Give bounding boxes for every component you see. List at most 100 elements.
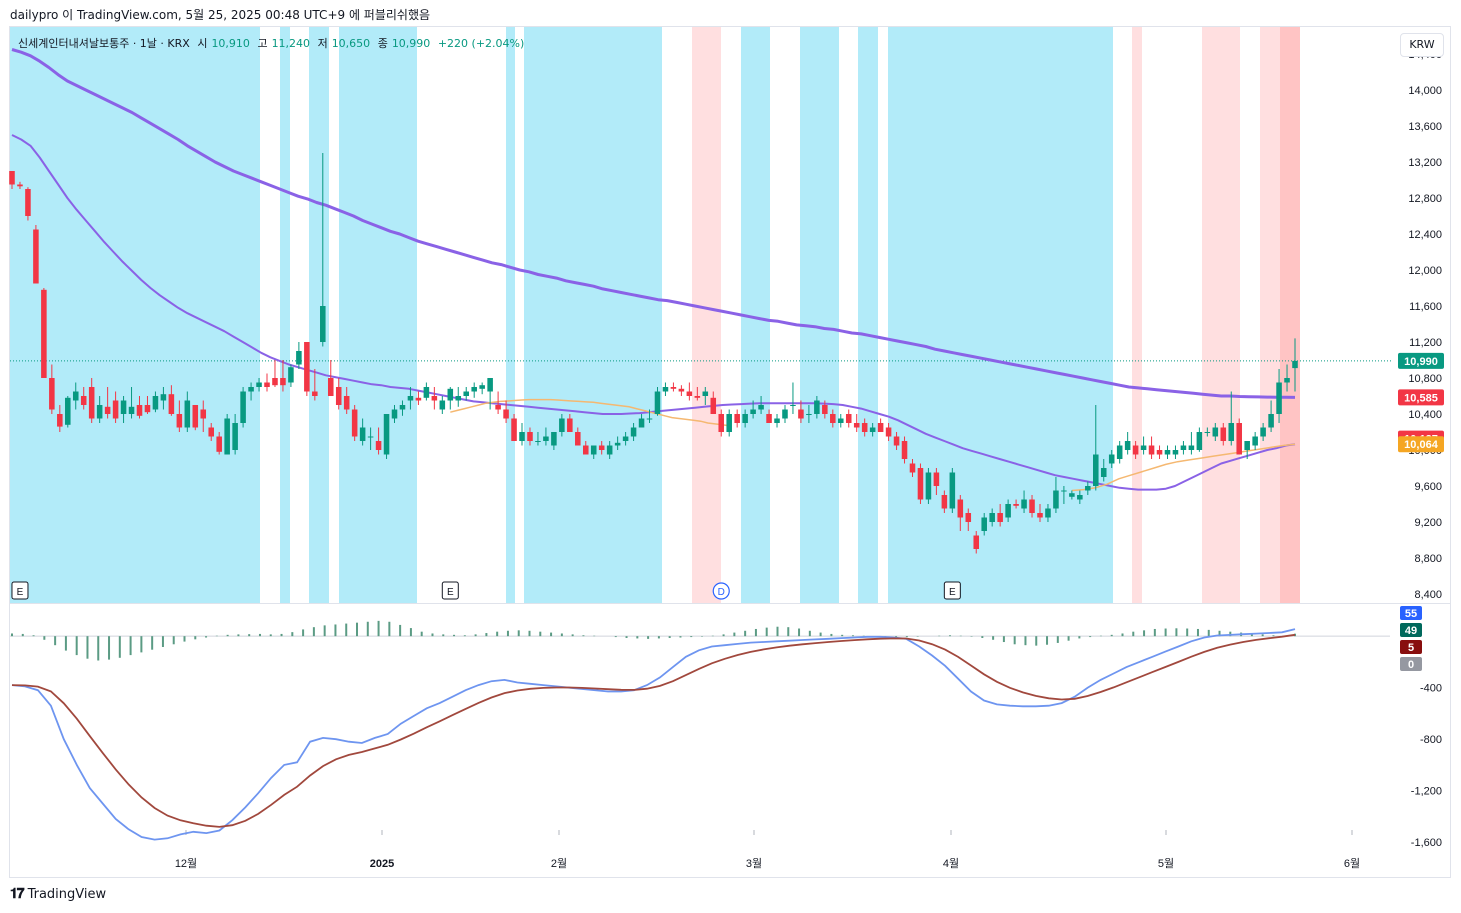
high-value: 11,240 [271,37,311,50]
candle-body [399,405,406,410]
session-band [1260,27,1280,603]
candle-body [49,378,55,410]
candle-body [487,378,493,392]
candle-body [1220,427,1227,441]
ma-short-line [1071,443,1296,492]
candle-body [96,405,103,419]
candle-body [431,396,438,401]
candle-body [80,396,87,405]
session-band [1202,27,1240,603]
session-band [1132,27,1142,603]
session-band [506,27,515,603]
candle-body [1069,493,1075,497]
candle-body [750,409,756,414]
earnings-marker [441,581,459,600]
candle-body [264,382,270,387]
candle-body [1037,513,1043,518]
low-label: 저 [317,37,328,50]
macd-axis-label-text: 49 [1405,625,1417,637]
price-axis-tick: 10,800 [1408,373,1442,385]
macd-axis-label-text: 55 [1405,608,1417,620]
candle-body [511,418,517,441]
ma-mid-line [11,134,1296,491]
candle-body [575,432,581,446]
candle-body [949,472,956,509]
candle-body [152,396,159,410]
currency-button[interactable]: KRW [1400,33,1444,57]
price-axis-tick: 14,000 [1408,85,1442,97]
candle-body [1252,436,1258,446]
candle-body [1212,427,1219,437]
candle-body [662,387,669,392]
candle-body [1236,423,1242,455]
candle-body [383,414,390,455]
time-axis-tick: 5월 [1158,857,1174,870]
candle-body [543,436,549,441]
candle-body [455,396,462,401]
close-label: 종 [377,37,388,50]
candle-body [495,405,501,410]
symbol-name[interactable]: 신세계인터내셔날보통주 · 1날 · KRX [18,37,190,50]
candle-body [822,405,828,414]
candle-body [272,378,278,386]
candle-body [232,423,238,450]
candle-body [184,400,191,428]
candle-body [567,418,573,432]
price-axis-tick: 9,200 [1414,517,1442,529]
candle-body [471,387,477,392]
candle-body [973,535,980,549]
candle-body [439,400,446,410]
time-axis-tick: 2025 [370,858,394,870]
candle-body [638,418,645,428]
candle-body [415,397,422,401]
candle-body [359,427,366,441]
candle-body [654,391,661,414]
candle-body [582,445,589,455]
candle-body [893,436,900,446]
candle-body [742,414,748,423]
candle-body [718,414,725,432]
open-label: 시 [197,37,208,50]
candle-body [933,472,940,486]
tradingview-logo[interactable]: 𝟏𝟕 TradingView [10,886,106,902]
candle-body [670,387,677,389]
candle-body [88,387,95,419]
time-axis-tick: 3월 [746,857,762,870]
candle-body [391,409,398,419]
candle-body [909,463,916,473]
candle-body [1268,414,1274,428]
candle-body [335,387,342,405]
candle-body [343,396,350,410]
price-axis-tick: 11,600 [1409,301,1442,313]
candle-body [774,418,780,423]
candle-body [726,414,732,432]
candle-body [806,414,812,415]
symbol-legend: 신세계인터내셔날보통주 · 1날 · KRX 시 10,910 고 11,240 저… [18,35,528,51]
candle-body [1228,423,1235,441]
price-axis-tick: 12,000 [1408,265,1442,277]
candle-body [9,171,15,185]
candle-body [1260,427,1266,437]
candle-body [941,495,948,509]
candle-body [320,306,326,342]
candle-body [304,342,310,392]
change-value: +220 (+2.04%) [437,37,525,50]
price-axis-tick: 11,200 [1409,337,1442,349]
candle-body [845,414,852,423]
candle-body [104,406,111,414]
candle-body [1172,450,1179,455]
candle-body [551,432,557,446]
macd-axis-label-text: 0 [1408,659,1414,671]
candle-body [1077,495,1083,500]
candle-body [814,400,820,414]
macd-axis-label [1400,657,1422,671]
candle-body [758,405,764,410]
candle-body [519,432,525,441]
candle-body [997,513,1003,522]
candle-body [1148,445,1155,455]
candle-body [144,405,151,413]
candle-body [790,405,796,406]
candle-body [957,499,964,518]
candle-body [734,414,740,423]
